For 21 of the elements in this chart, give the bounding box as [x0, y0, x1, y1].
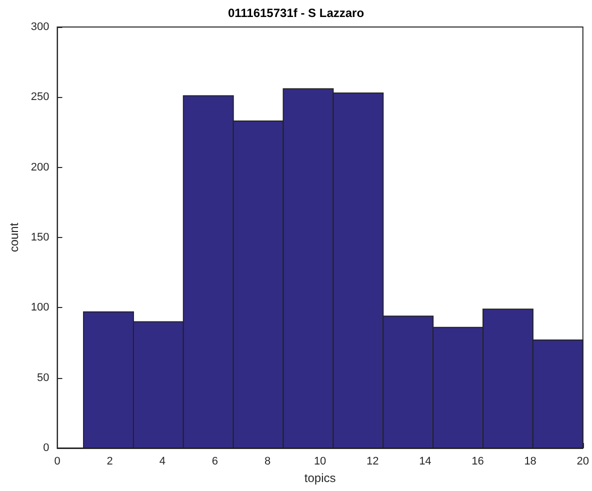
x-tick-label: 14 — [419, 456, 432, 468]
y-tick-label: 200 — [30, 161, 50, 174]
chart-title: 0111615731f - S Lazzaro — [228, 6, 364, 20]
x-tick-label: 4 — [159, 456, 166, 468]
y-axis-title: count — [7, 222, 21, 252]
x-tick-label: 2 — [106, 456, 113, 468]
y-tick-label: 100 — [30, 302, 50, 314]
x-tick-label: 20 — [576, 456, 590, 468]
y-tick-label: 250 — [30, 91, 50, 104]
y-tick-label: 50 — [37, 372, 50, 384]
y-tick-label: 0 — [43, 442, 50, 454]
x-tick-label: 6 — [212, 456, 218, 468]
x-tick-label: 18 — [524, 456, 536, 468]
x-tick-label: 8 — [264, 456, 271, 468]
y-tick-label: 300 — [30, 21, 50, 33]
x-tick-label: 0 — [54, 456, 60, 468]
x-axis-title: topics — [304, 470, 336, 485]
x-tick-label: 12 — [366, 456, 379, 468]
x-tick-label: 10 — [314, 456, 326, 468]
y-tick-label: 150 — [30, 232, 50, 244]
x-tick-label: 16 — [472, 456, 484, 468]
